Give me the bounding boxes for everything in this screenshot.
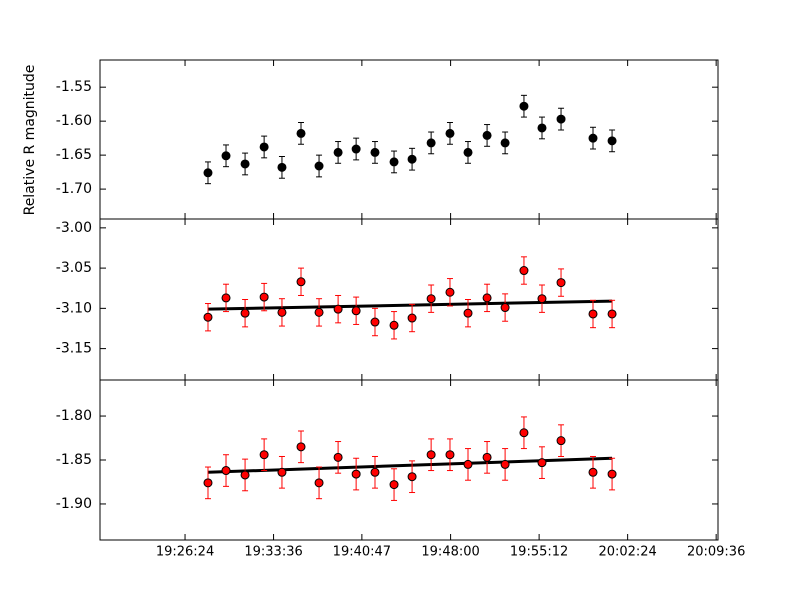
point [607,309,617,319]
point [370,147,380,157]
x-tick-label: 19:26:24 [156,545,214,560]
point [482,130,492,140]
point [333,452,343,462]
point [203,478,213,488]
point [314,161,324,171]
point [333,304,343,314]
point [607,136,617,146]
y-tick-label: -1.70 [56,181,92,197]
y-tick-label: -1.80 [56,408,92,424]
x-tick-label: 19:48:00 [421,545,479,560]
x-tick-label: 20:02:24 [598,545,656,560]
point [463,147,473,157]
point [519,428,529,438]
plot-frame [99,59,719,220]
point [426,138,436,148]
point [240,308,250,318]
point [588,133,598,143]
point [607,469,617,479]
point [519,266,529,276]
point [240,470,250,480]
plot-frame [99,379,719,541]
point [500,459,510,469]
point [259,292,269,302]
point [426,450,436,460]
y-tick-label: -1.55 [56,79,92,95]
point [277,307,287,317]
point [556,278,566,288]
fit-line [207,456,613,474]
point [389,320,399,330]
point [537,458,547,468]
point [537,123,547,133]
point [277,467,287,477]
point [314,307,324,317]
point [407,154,417,164]
point [296,442,306,452]
point [407,313,417,323]
point [221,466,231,476]
point [389,480,399,490]
x-tick-label: 19:33:36 [244,545,302,560]
point [351,306,361,316]
y-tick-label: -1.60 [56,113,92,129]
point [445,128,455,138]
point [296,128,306,138]
point [407,472,417,482]
point [370,467,380,477]
point [519,101,529,111]
point [203,312,213,322]
point [556,436,566,446]
point [500,138,510,148]
point [445,450,455,460]
y-tick-label: -3.05 [56,260,92,276]
point [482,293,492,303]
point [259,142,269,152]
y-tick-label: -1.65 [56,147,92,163]
x-tick-label: 20:09:36 [687,545,745,560]
point [556,114,566,124]
y-tick-label: -1.85 [56,452,92,468]
point [588,467,598,477]
point [314,478,324,488]
point [482,452,492,462]
point [296,277,306,287]
point [203,168,213,178]
x-tick-label: 19:40:47 [333,545,391,560]
y-tick-label: -3.00 [56,220,92,236]
fit-line [207,299,613,311]
plot-frame [99,218,719,381]
point [259,450,269,460]
point [221,151,231,161]
y-tick-label: -1.90 [56,496,92,512]
point [500,303,510,313]
point [370,317,380,327]
point [277,162,287,172]
point [351,144,361,154]
point [463,459,473,469]
point [426,294,436,304]
point [221,293,231,303]
x-tick-label: 19:55:12 [510,545,568,560]
y-axis-label: Relative R magnitude [22,65,38,216]
point [588,309,598,319]
point [537,294,547,304]
point [445,287,455,297]
point [333,147,343,157]
point [240,159,250,169]
y-tick-label: -3.15 [56,341,92,357]
point [351,469,361,479]
y-tick-label: -3.10 [56,300,92,316]
point [463,308,473,318]
point [389,157,399,167]
